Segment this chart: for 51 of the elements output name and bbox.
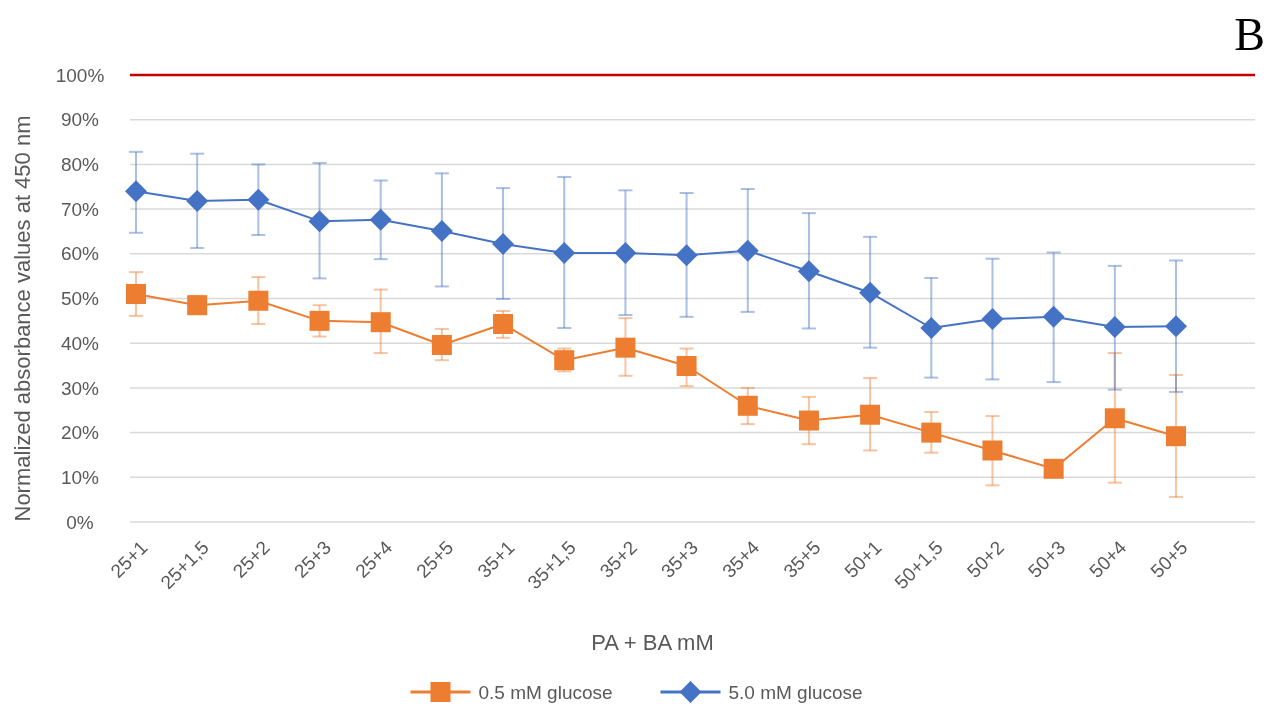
point: [982, 440, 1003, 461]
y-tick-label: 10%: [60, 466, 100, 488]
point: [1166, 426, 1186, 447]
point: [676, 356, 697, 376]
point: [860, 404, 881, 425]
point: [370, 312, 391, 333]
point: [126, 284, 146, 305]
point: [309, 310, 330, 331]
point: [797, 260, 820, 283]
y-tick-label: 50%: [60, 288, 100, 310]
point: [1043, 458, 1064, 479]
legend-label: 5.0 mM glucose: [728, 681, 863, 703]
point: [430, 220, 453, 242]
point: [737, 395, 758, 416]
legend-label: 0.5 mM glucose: [478, 681, 613, 703]
y-tick-label: 20%: [60, 422, 100, 444]
y-tick-label: 80%: [60, 154, 100, 176]
point: [1165, 315, 1187, 338]
point: [981, 308, 1004, 331]
text: B: [1234, 9, 1265, 60]
y-tick-label: 90%: [60, 109, 100, 131]
point: [553, 241, 576, 264]
point: [492, 232, 515, 255]
point: [187, 295, 208, 316]
point: [308, 210, 331, 233]
point: [1104, 408, 1125, 429]
point: [859, 281, 882, 304]
y-tick-label: 40%: [60, 332, 100, 354]
point: [369, 208, 392, 231]
y-tick-label: 30%: [60, 377, 100, 399]
point: [248, 290, 269, 311]
y-tick-label: 0%: [66, 511, 94, 533]
point: [247, 188, 270, 211]
point: [493, 313, 514, 334]
x-axis-title: PA + BA mM: [591, 630, 714, 655]
point: [431, 334, 452, 355]
point: [615, 337, 636, 358]
y-tick-label: 60%: [60, 243, 100, 265]
y-tick-label: 100%: [55, 64, 105, 86]
y-tick-label: 70%: [60, 198, 100, 220]
point: [736, 239, 759, 262]
point: [798, 410, 819, 431]
point: [186, 190, 209, 213]
point: [920, 317, 943, 339]
point: [921, 422, 942, 443]
point: [614, 241, 637, 264]
point: [1042, 305, 1065, 328]
point: [675, 244, 698, 267]
point: [1103, 316, 1126, 339]
point: [125, 180, 147, 203]
y-axis-title: Normalized absorbance values at 450 nm: [10, 115, 35, 522]
